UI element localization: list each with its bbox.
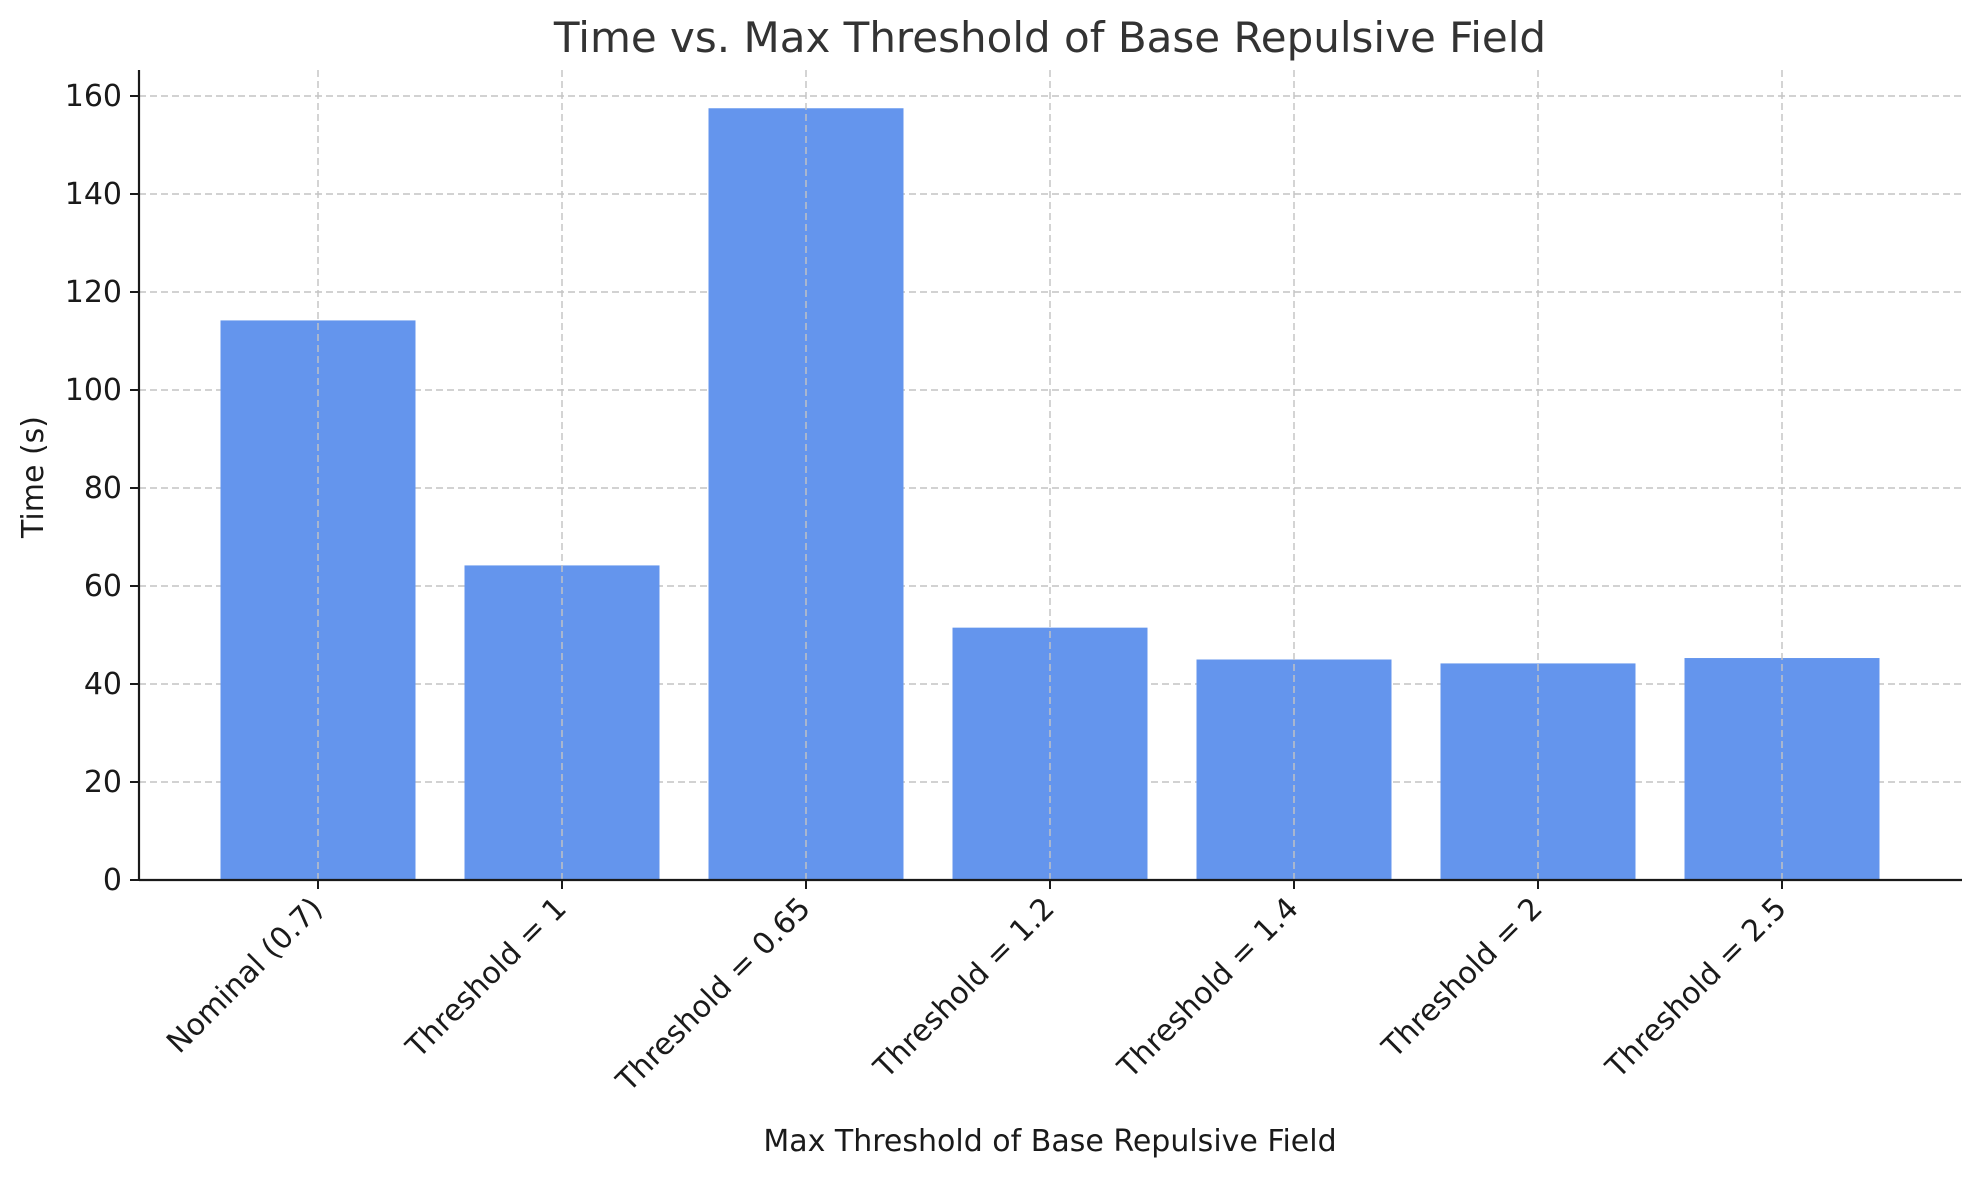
vertical-grid-lines bbox=[317, 70, 1783, 880]
y-tick-label: 0 bbox=[103, 863, 122, 898]
y-tick-label: 120 bbox=[65, 275, 122, 310]
y-tick-label: 80 bbox=[84, 471, 122, 506]
axes bbox=[130, 70, 1962, 889]
y-tick-label: 140 bbox=[65, 177, 122, 212]
x-tick-label: Threshold = 0.65 bbox=[609, 891, 817, 1099]
y-tick-label: 20 bbox=[84, 765, 122, 800]
x-tick-label: Threshold = 1.4 bbox=[1111, 891, 1306, 1086]
y-tick-label: 40 bbox=[84, 667, 122, 702]
y-tick-label: 60 bbox=[84, 569, 122, 604]
y-tick-label: 160 bbox=[65, 79, 122, 114]
bar bbox=[1440, 663, 1636, 880]
y-tick-labels: 0 20 40 60 80 100 120 140 160 bbox=[65, 79, 122, 898]
x-tick-label: Threshold = 1 bbox=[399, 891, 574, 1066]
x-tick-label: Threshold = 2 bbox=[1375, 891, 1550, 1066]
grid-lines bbox=[139, 95, 1962, 783]
x-tick-label: Nominal (0.7) bbox=[160, 891, 330, 1061]
y-axis-label: Time (s) bbox=[16, 416, 51, 539]
y-tick-label: 100 bbox=[65, 373, 122, 408]
chart-title: Time vs. Max Threshold of Base Repulsive… bbox=[553, 13, 1546, 62]
x-tick-label: Threshold = 1.2 bbox=[867, 891, 1062, 1086]
x-tick-label: Threshold = 2.5 bbox=[1599, 891, 1794, 1086]
x-axis-label: Max Threshold of Base Repulsive Field bbox=[763, 1124, 1336, 1159]
x-tick-labels: Nominal (0.7) Threshold = 1 Threshold = 0.… bbox=[160, 891, 1794, 1099]
